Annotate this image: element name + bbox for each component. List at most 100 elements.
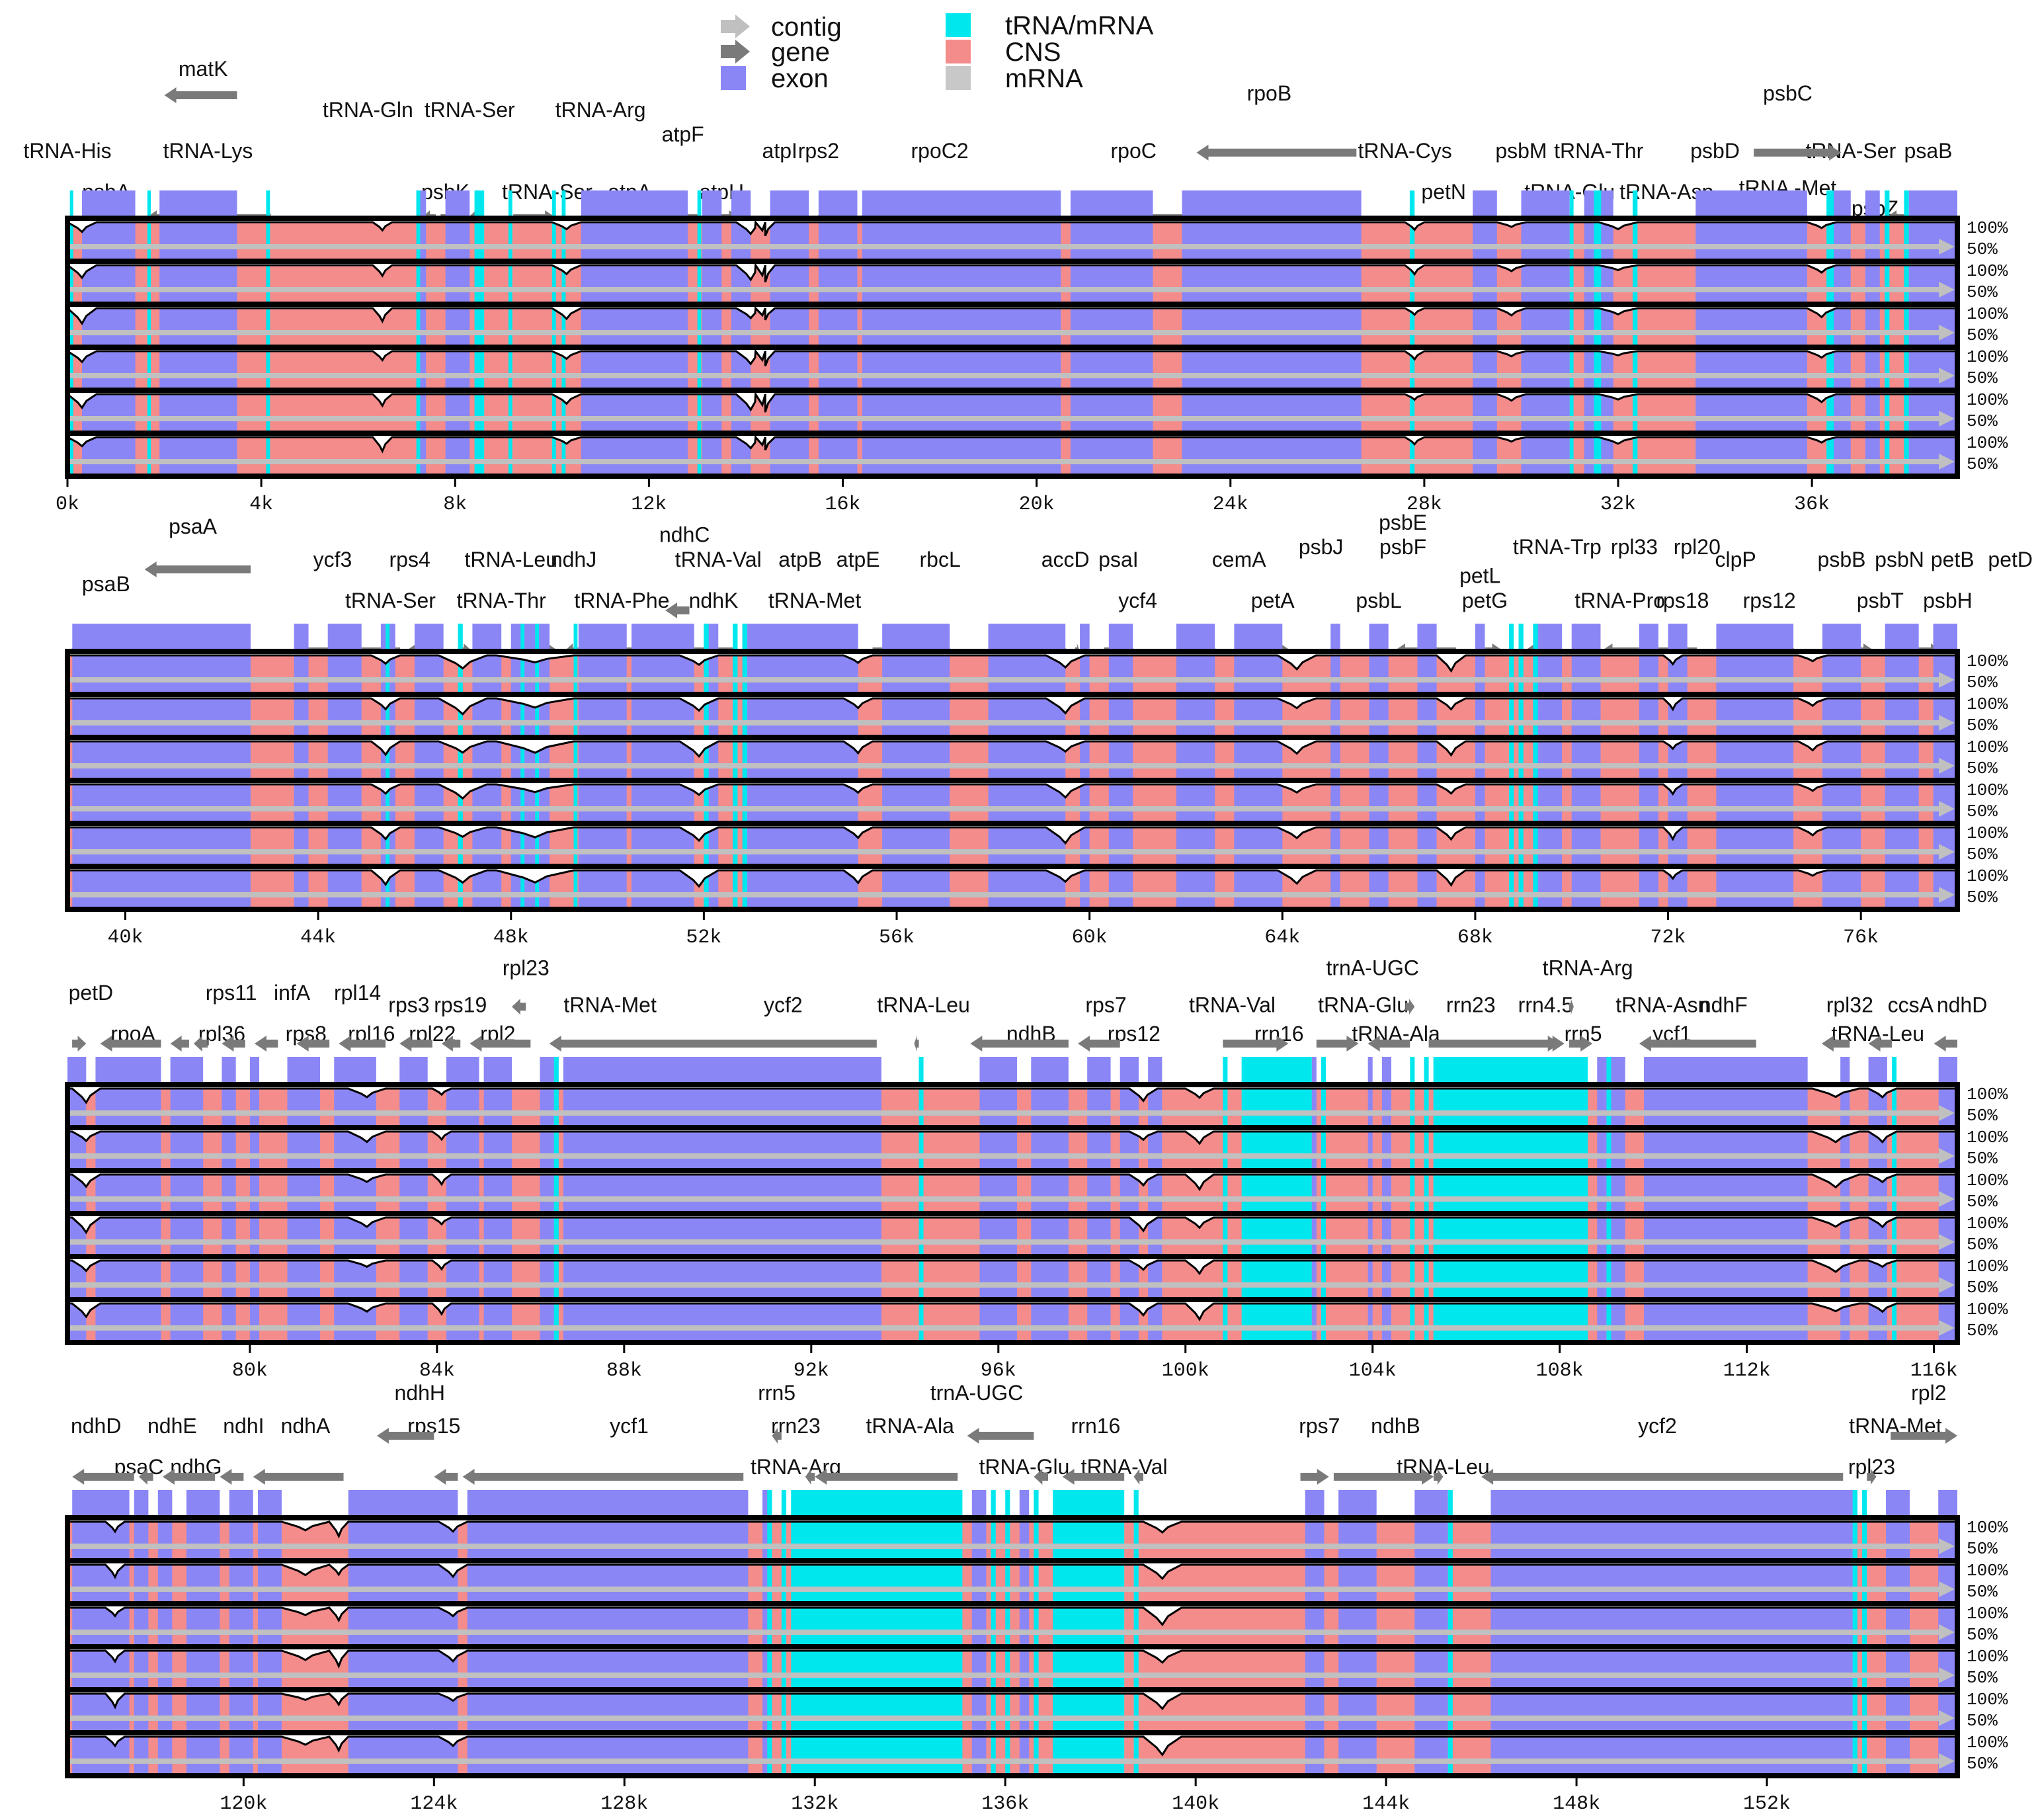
panel-frame xyxy=(65,1082,1960,1345)
gene-label: tRNA-Gln xyxy=(323,98,413,122)
x-tick-label: 72k xyxy=(1651,927,1686,949)
identity-curve xyxy=(67,1606,1957,1627)
gene-label: rps3 xyxy=(388,993,429,1016)
trna-annotation xyxy=(1852,1490,1857,1516)
exon-annotation xyxy=(1305,1490,1325,1516)
contig-arrow xyxy=(70,763,1941,768)
contig-arrowhead xyxy=(1939,325,1955,341)
exon-annotation xyxy=(134,1490,149,1516)
trna-annotation xyxy=(561,190,566,217)
gene-arrow xyxy=(1434,1469,1444,1485)
trna-annotation xyxy=(1826,190,1834,217)
gene-arrow xyxy=(222,1036,245,1052)
gene-label: psbF xyxy=(1379,535,1426,559)
gene-label: psbL xyxy=(1356,589,1401,612)
identity-gap xyxy=(67,780,1957,799)
gene-label: ndhI xyxy=(223,1414,264,1438)
contig-arrow xyxy=(70,806,1941,811)
y-tick-50: 50% xyxy=(1967,673,1998,692)
contig-arrow xyxy=(70,1544,1941,1549)
contig-arrow xyxy=(70,244,1941,249)
gene-label: matK xyxy=(179,57,228,81)
contig-arrowhead xyxy=(1939,411,1955,427)
cns-box-legend-symbol xyxy=(946,40,971,63)
gene-arrow xyxy=(549,1036,877,1052)
contig-arrow xyxy=(70,677,1941,682)
gene-label: psbB xyxy=(1818,548,1866,571)
gene-arrow xyxy=(462,1469,744,1485)
gene-label: tRNA-Asn xyxy=(1615,993,1709,1016)
exon-annotation xyxy=(445,190,470,217)
trna-annotation xyxy=(742,624,748,650)
x-tick-label: 44k xyxy=(300,927,336,949)
trna-annotation xyxy=(704,624,709,650)
exon-annotation xyxy=(81,190,136,217)
exon-annotation xyxy=(1414,1490,1448,1516)
trna-annotation xyxy=(733,624,738,650)
exon-annotation xyxy=(1338,1490,1377,1516)
gene-label: petB xyxy=(1931,548,1975,571)
gene-label: rps2 xyxy=(798,139,839,163)
y-tick-50: 50% xyxy=(1967,1278,1998,1298)
y-tick-50: 50% xyxy=(1967,325,1998,345)
x-tick-label: 132k xyxy=(791,1793,838,1815)
x-tick-label: 4k xyxy=(249,493,273,516)
gene-arrow xyxy=(1639,1036,1756,1052)
y-tick-100: 100% xyxy=(1967,866,2008,886)
y-tick-50: 50% xyxy=(1967,1754,1998,1774)
x-tick-label: 12k xyxy=(631,493,667,516)
y-tick-100: 100% xyxy=(1967,1128,2008,1147)
trna-annotation xyxy=(1606,1057,1611,1083)
identity-curve xyxy=(67,391,1957,413)
gene-label: rpl20 xyxy=(1674,535,1721,559)
y-tick-50: 50% xyxy=(1967,716,1998,735)
gene-arrow xyxy=(1821,1036,1850,1052)
legend-label: mRNA xyxy=(1005,64,1083,93)
exon-annotation xyxy=(1367,1057,1373,1083)
gene-label: tRNA-Glu xyxy=(979,1455,1070,1479)
exon-annotation xyxy=(446,1057,479,1083)
x-tick-label: 52k xyxy=(686,927,721,949)
gene-arrow xyxy=(1481,1469,1844,1485)
exon-annotation xyxy=(67,1057,87,1083)
gene-label: petD xyxy=(69,981,114,1005)
mrna-box-legend-symbol xyxy=(946,66,971,90)
exon-annotation xyxy=(882,624,950,650)
exon-annotation xyxy=(1070,190,1153,217)
gene-label: psaB xyxy=(1904,139,1953,163)
contig-arrowhead xyxy=(1939,1581,1955,1597)
x-tick-label: 152k xyxy=(1743,1793,1791,1815)
contig-arrowhead xyxy=(1939,1277,1955,1293)
gene-label: tRNA-Lys xyxy=(163,139,253,163)
exon-annotation xyxy=(1865,190,1880,217)
identity-curve xyxy=(67,1302,1957,1321)
contig-arrowhead xyxy=(1939,282,1955,298)
gene-label: psbN xyxy=(1875,548,1924,571)
gene-label: ndhB xyxy=(1371,1414,1420,1438)
x-tick-label: 32k xyxy=(1600,493,1636,516)
gene-arrow xyxy=(1223,1036,1289,1052)
trna-annotation xyxy=(573,624,578,650)
gene-label: rpl23 xyxy=(503,956,550,980)
gene-arrow xyxy=(220,1469,244,1485)
exon-annotation xyxy=(1019,1490,1030,1516)
x-tick-label: 60k xyxy=(1072,927,1108,949)
contig-arrowhead xyxy=(1939,1710,1955,1726)
gene-label: psbM xyxy=(1495,139,1547,163)
x-tick-label: 84k xyxy=(419,1360,455,1382)
exon-annotation xyxy=(862,190,1061,217)
exon-annotation xyxy=(334,1057,376,1083)
trna-annotation xyxy=(1508,624,1514,650)
exon-box-legend-symbol xyxy=(721,66,746,90)
contig-arrow xyxy=(70,1239,1941,1245)
x-tick-label: 8k xyxy=(443,493,467,516)
contig-arrowhead xyxy=(1939,1753,1955,1769)
x-tick-label: 100k xyxy=(1162,1360,1209,1382)
y-tick-100: 100% xyxy=(1967,1604,2008,1624)
contig-arrow xyxy=(70,1153,1941,1159)
y-tick-100: 100% xyxy=(1967,1171,2008,1190)
gene-label: rps4 xyxy=(389,548,430,571)
trna-annotation xyxy=(1885,190,1890,217)
gene-label: tRNA-Cys xyxy=(1358,139,1451,163)
gene-label: atpF xyxy=(662,122,704,146)
